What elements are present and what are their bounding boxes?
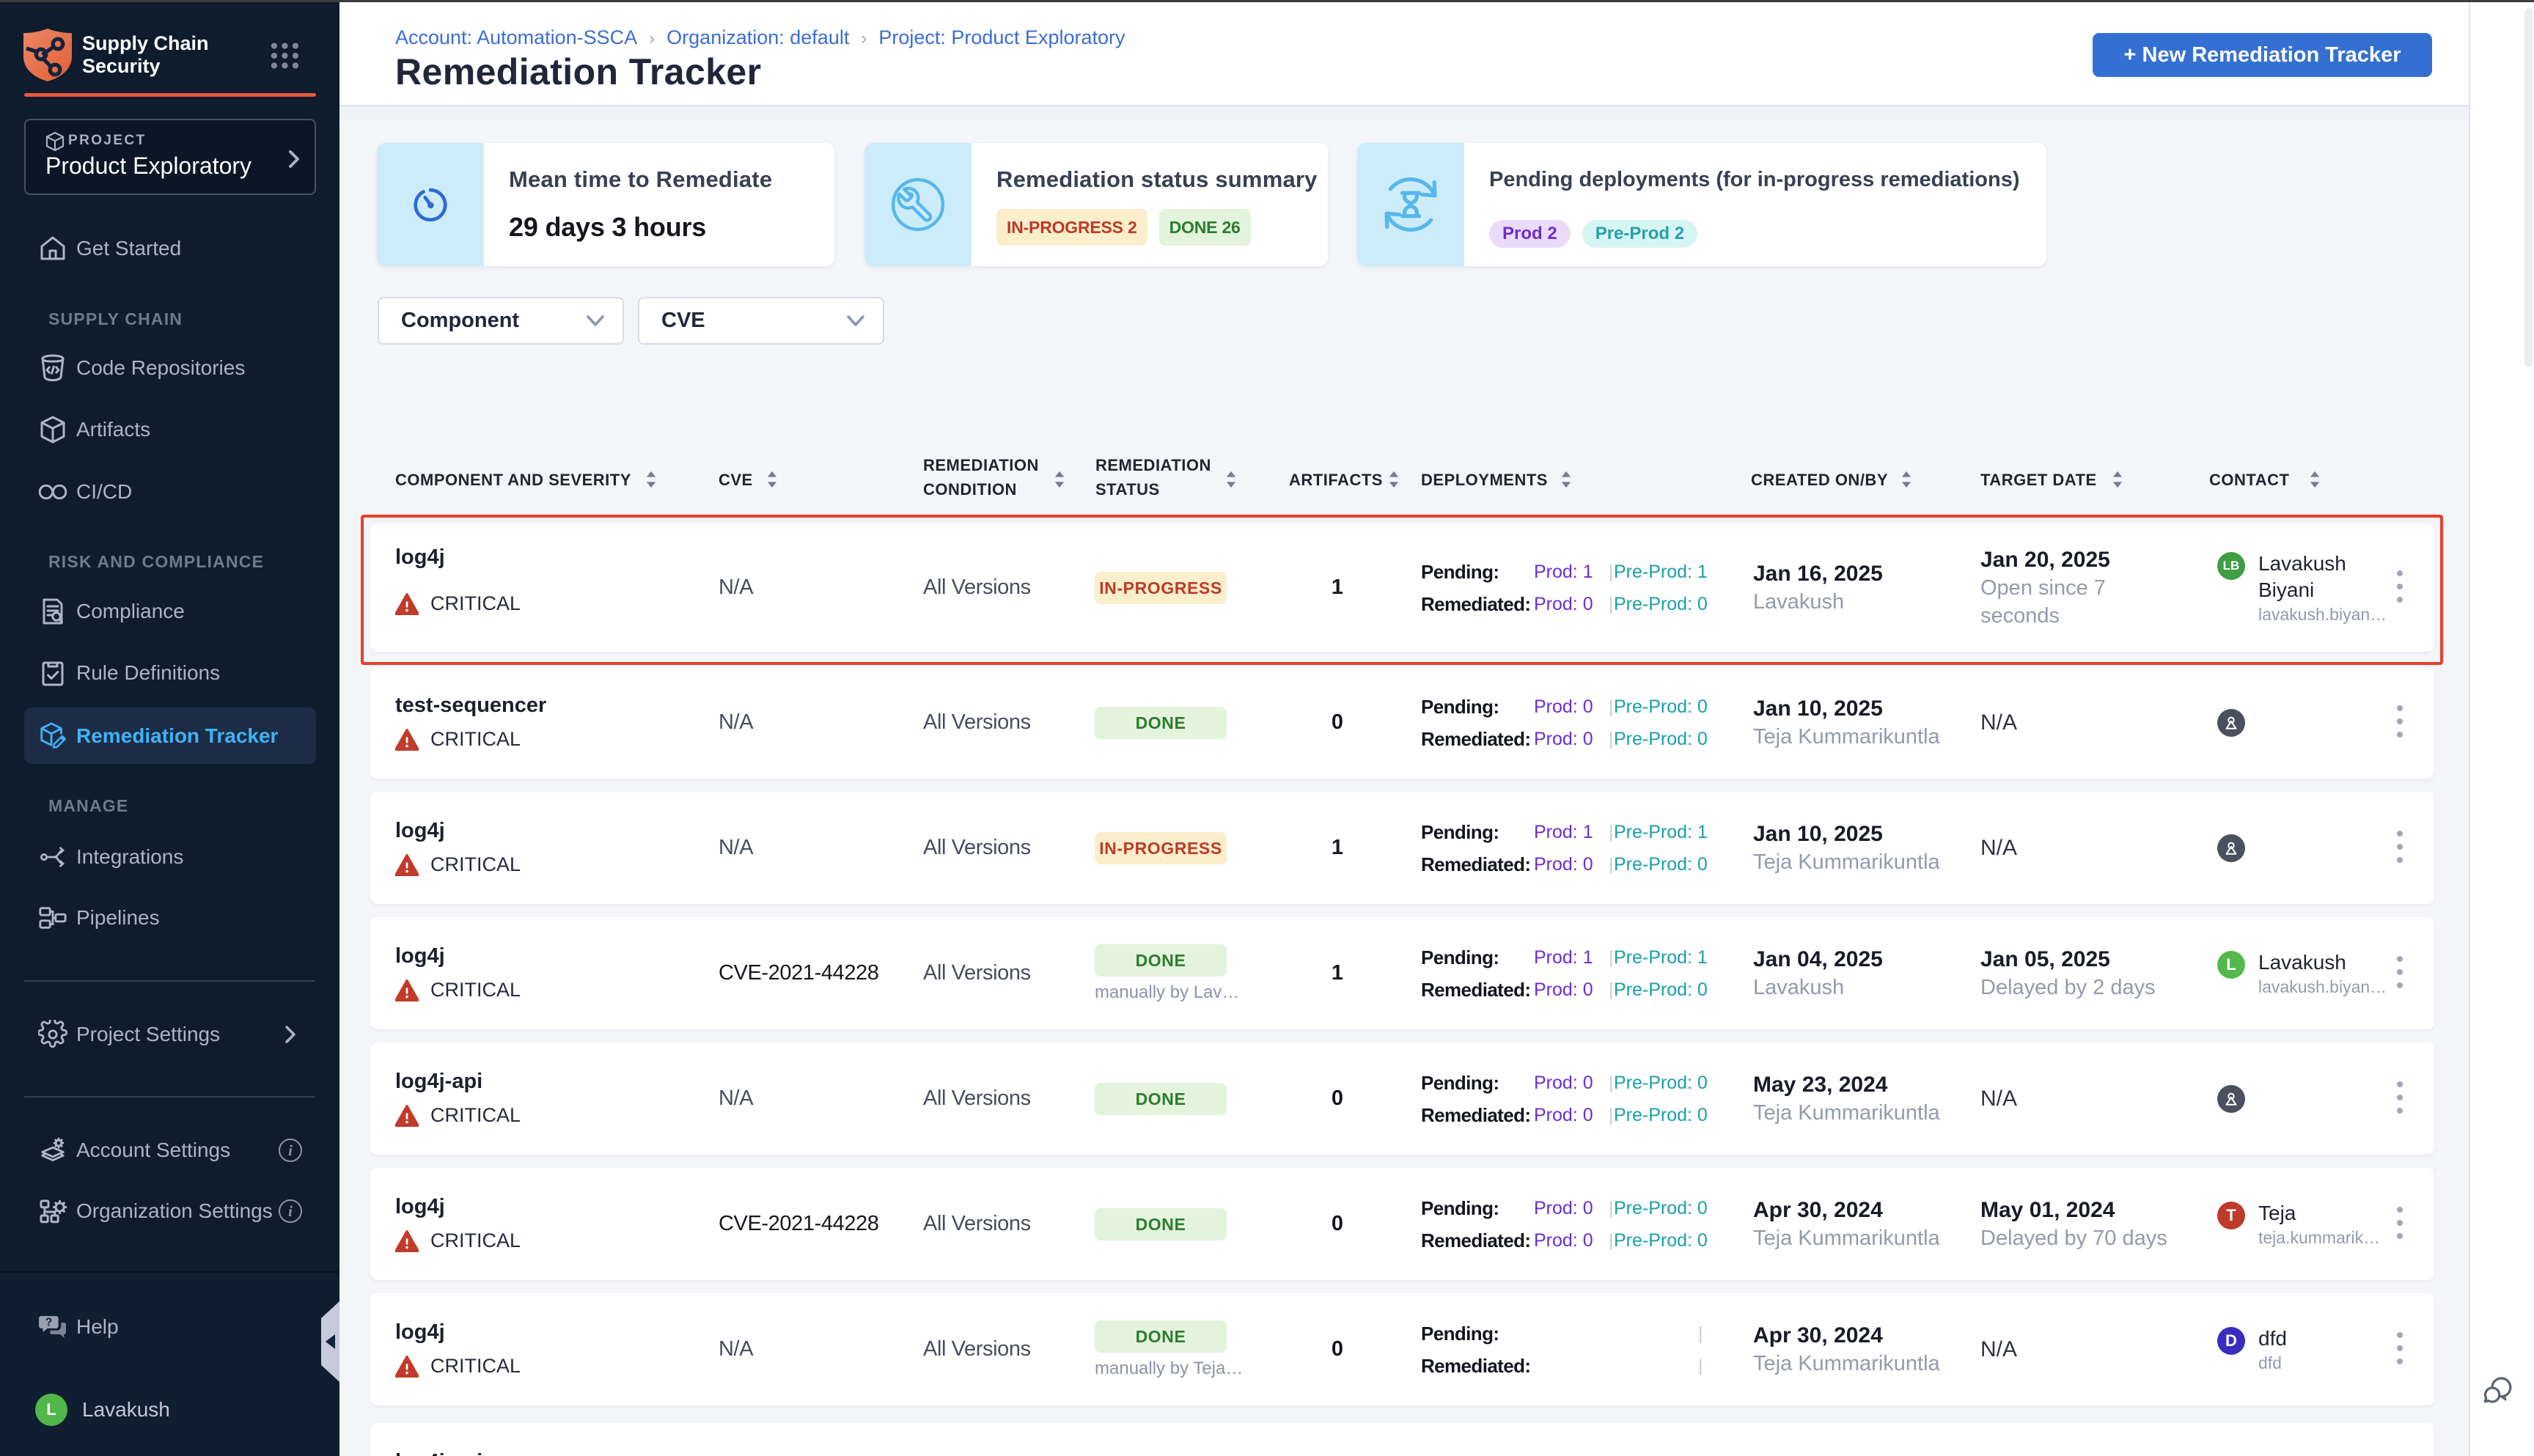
svg-text:?: ? xyxy=(45,1317,52,1329)
